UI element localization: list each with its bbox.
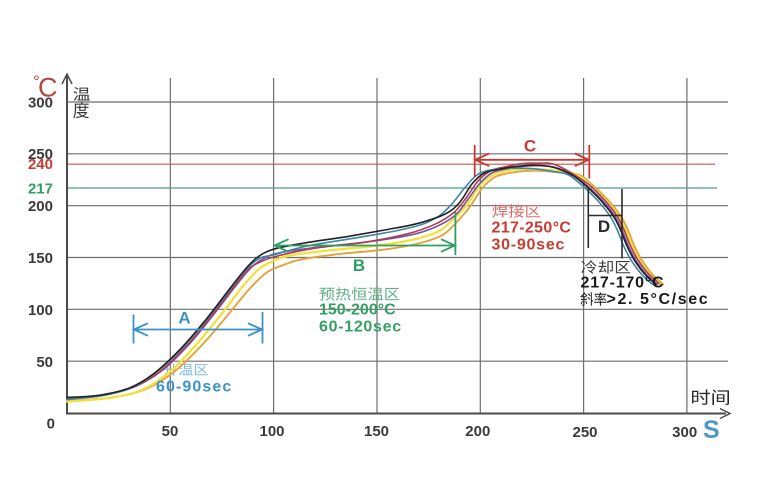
svg-text:300: 300 — [28, 95, 53, 112]
svg-text:50: 50 — [162, 423, 179, 440]
svg-text:150: 150 — [364, 423, 389, 440]
svg-text:217-250°C: 217-250°C — [492, 220, 572, 237]
svg-text:100: 100 — [28, 302, 53, 319]
svg-text:300: 300 — [672, 424, 697, 441]
svg-text:240: 240 — [28, 156, 53, 173]
svg-text:150-200°C: 150-200°C — [319, 302, 396, 319]
svg-text:A: A — [178, 309, 190, 328]
svg-text:°: ° — [33, 72, 40, 91]
svg-text:250: 250 — [572, 424, 597, 441]
svg-text:217-170°C: 217-170°C — [581, 275, 665, 292]
svg-text:S: S — [703, 416, 720, 444]
svg-text:200: 200 — [465, 423, 490, 440]
svg-text:217: 217 — [28, 181, 53, 198]
svg-text:100: 100 — [259, 423, 284, 440]
svg-text:150: 150 — [28, 250, 53, 267]
svg-text:60-120sec: 60-120sec — [319, 319, 402, 336]
svg-text:250: 250 — [28, 146, 53, 163]
svg-text:0: 0 — [47, 416, 55, 433]
svg-text:B: B — [353, 256, 365, 275]
svg-text:50: 50 — [36, 354, 53, 371]
svg-text:C: C — [38, 73, 58, 103]
svg-text:C: C — [524, 137, 536, 156]
svg-text:D: D — [598, 217, 610, 236]
svg-text:200: 200 — [28, 198, 53, 215]
svg-text:60-90sec: 60-90sec — [156, 379, 232, 396]
svg-text:30-90sec: 30-90sec — [492, 237, 566, 254]
svg-text:>2. 5°C/sec: >2. 5°C/sec — [607, 291, 710, 308]
